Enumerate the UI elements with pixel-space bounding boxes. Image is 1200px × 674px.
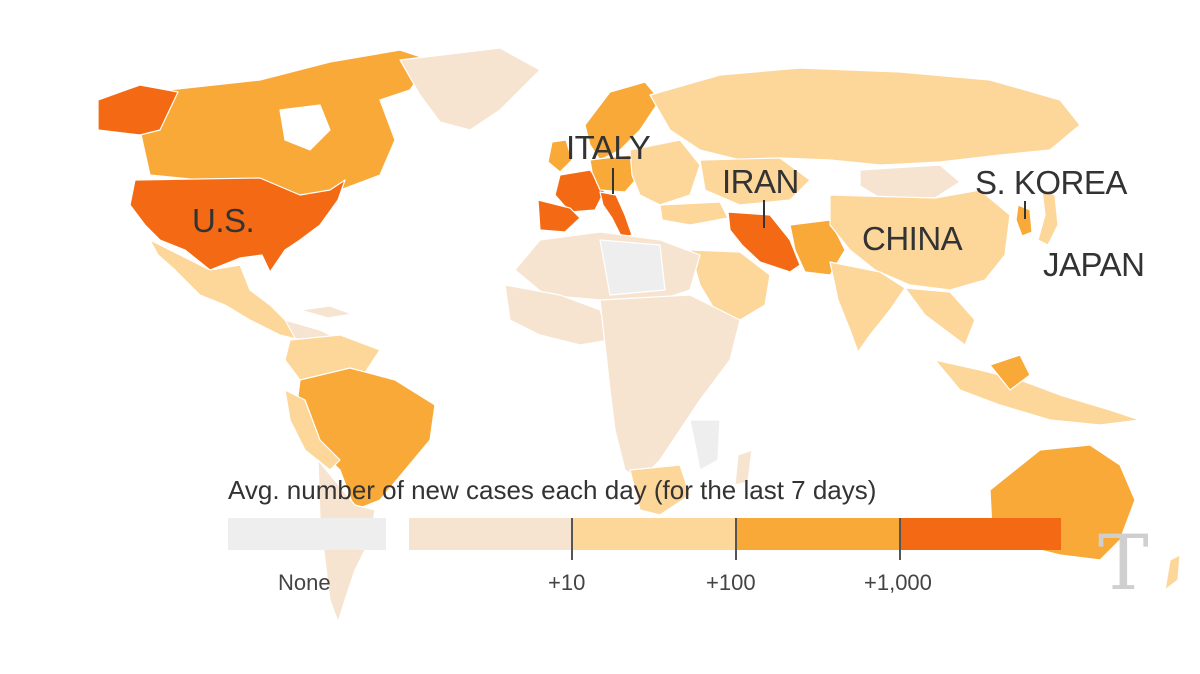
india: [829, 261, 906, 353]
turkey: [659, 201, 729, 226]
mexico: [149, 239, 301, 341]
central-africa: [599, 294, 741, 481]
kazakhstan: [699, 157, 811, 206]
caribbean: [299, 305, 353, 319]
hudson-bay: [279, 104, 331, 151]
indonesia-malaysia: [934, 359, 1141, 426]
peru-bolivia: [284, 389, 341, 471]
legend-tick-label-100: +100: [706, 570, 756, 595]
west-africa: [504, 284, 611, 346]
label-us: U.S.: [192, 202, 255, 239]
leader-iran: [763, 200, 765, 228]
russia: [649, 67, 1081, 166]
leader-italy: [612, 168, 614, 194]
united-states: [129, 177, 346, 273]
greenland: [399, 47, 541, 131]
legend-tick-label-1000: +1,000: [864, 570, 932, 595]
legend-tick-label-10: +10: [548, 570, 586, 595]
new-zealand: [1164, 554, 1181, 591]
legend-bin-2: [571, 518, 735, 550]
southeast-asia: [904, 287, 976, 346]
legend-tick-100: [735, 518, 737, 560]
legend-bin-1: [409, 518, 571, 550]
legend-bin-none: [228, 518, 386, 550]
spain-portugal: [537, 199, 581, 233]
algeria-libya: [599, 239, 666, 296]
korea: [1015, 204, 1033, 237]
borneo: [989, 354, 1031, 391]
nyt-logo-icon: T: [1098, 518, 1149, 607]
south-africa: [629, 464, 691, 516]
label-italy: ITALY: [566, 129, 651, 166]
label-china: CHINA: [862, 220, 963, 257]
mongolia: [859, 164, 961, 199]
label-skorea: S. KOREA: [975, 164, 1127, 201]
label-japan: JAPAN: [1043, 246, 1145, 283]
china: [829, 189, 1011, 291]
france: [554, 169, 606, 213]
arabian-peninsula: [689, 249, 771, 321]
legend-bin-3: [735, 518, 899, 550]
iran: [727, 211, 801, 273]
alaska: [97, 84, 179, 136]
legend-title: Avg. number of new cases each day (for t…: [228, 475, 877, 505]
legend-bin-4: [899, 518, 1061, 550]
legend-tick-10: [571, 518, 573, 560]
italy: [599, 191, 633, 239]
east-africa: [689, 419, 721, 471]
madagascar: [734, 449, 753, 486]
legend-tick-1000: [899, 518, 901, 560]
scandinavia: [584, 81, 661, 161]
leader-skorea: [1024, 201, 1026, 219]
label-iran: IRAN: [722, 163, 799, 200]
uk: [547, 139, 573, 173]
legend-none-label: None: [278, 570, 331, 595]
japan: [1037, 189, 1059, 246]
eastern-europe: [629, 139, 701, 206]
